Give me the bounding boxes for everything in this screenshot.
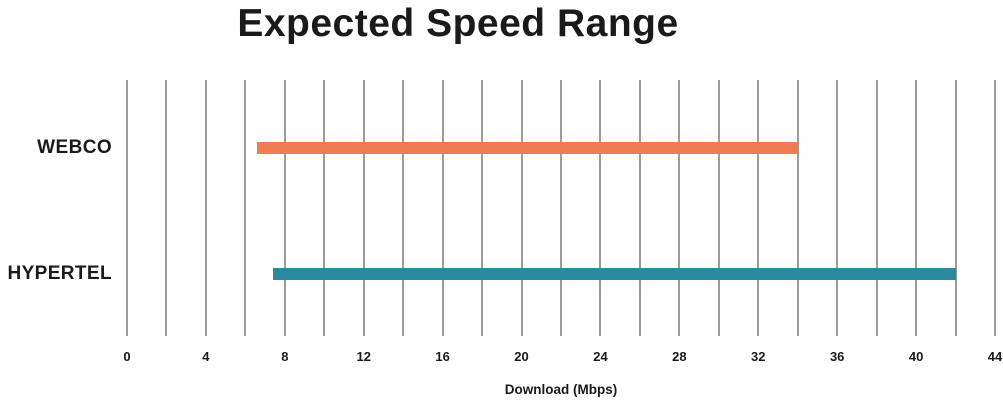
x-tick-label: 20 bbox=[514, 349, 529, 364]
gridline bbox=[994, 80, 996, 336]
row-label-webco: WEBCO bbox=[37, 137, 112, 158]
gridline bbox=[165, 80, 168, 336]
x-axis-title: Download (Mbps) bbox=[504, 382, 618, 397]
gridline bbox=[402, 80, 405, 336]
x-tick-label: 16 bbox=[435, 349, 450, 364]
gridline bbox=[244, 80, 247, 336]
gridline bbox=[520, 80, 523, 336]
plot-area bbox=[126, 80, 996, 336]
gridline bbox=[560, 80, 562, 336]
gridline bbox=[638, 80, 641, 336]
x-tick-label: 44 bbox=[987, 349, 1003, 364]
gridline bbox=[283, 80, 286, 336]
x-tick-label: 0 bbox=[123, 349, 131, 364]
chart-title: Expected Speed Range bbox=[237, 2, 679, 45]
x-axis-tick-labels: 0 4 8 12 16 20 24 28 32 36 40 44 bbox=[123, 349, 1002, 365]
gridline bbox=[836, 80, 839, 336]
x-tick-label: 8 bbox=[281, 349, 289, 364]
bar-webco bbox=[257, 142, 798, 154]
gridline bbox=[204, 80, 207, 336]
gridline bbox=[441, 80, 444, 336]
row-label-hypertel: HYPERTEL bbox=[7, 263, 112, 284]
gridline bbox=[954, 80, 957, 336]
gridline bbox=[678, 80, 681, 336]
gridline bbox=[796, 80, 799, 336]
x-tick-label: 4 bbox=[202, 349, 210, 364]
gridline bbox=[717, 80, 720, 336]
x-tick-label: 24 bbox=[593, 349, 608, 364]
bar-hypertel bbox=[272, 268, 956, 280]
gridline bbox=[875, 80, 878, 336]
x-tick-label: 12 bbox=[356, 349, 371, 364]
gridline bbox=[481, 80, 484, 336]
gridline bbox=[757, 80, 760, 336]
gridline bbox=[599, 80, 602, 336]
gridline bbox=[362, 80, 365, 336]
x-tick-label: 28 bbox=[672, 349, 687, 364]
gridline bbox=[323, 80, 326, 336]
y-axis-category-labels: WEBCO HYPERTEL bbox=[0, 80, 112, 336]
x-tick-label: 36 bbox=[829, 349, 845, 364]
x-tick-label: 40 bbox=[908, 349, 924, 364]
gridline bbox=[915, 80, 918, 336]
gridline bbox=[126, 80, 128, 336]
x-tick-label: 32 bbox=[751, 349, 766, 364]
